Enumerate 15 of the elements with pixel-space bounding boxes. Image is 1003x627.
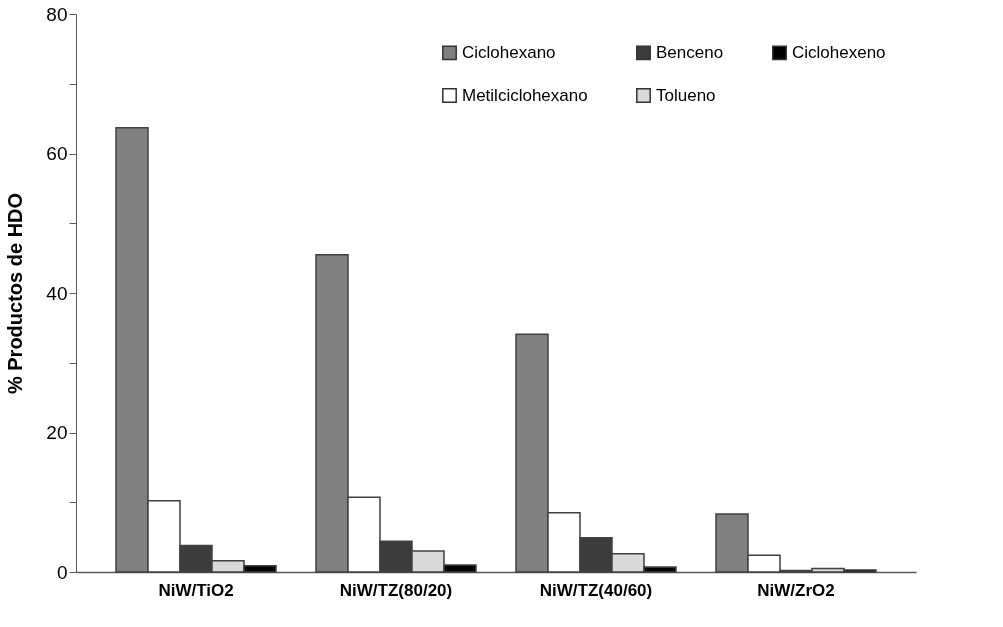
y-tick-label: 60 bbox=[46, 143, 68, 164]
x-tick-label: NiW/ZrO2 bbox=[757, 580, 835, 600]
y-tick-label: 0 bbox=[56, 561, 68, 583]
y-axis-title: % Productos de HDO bbox=[4, 192, 27, 395]
y-tick-label: 80 bbox=[46, 3, 68, 25]
legend-label: Metilciclohexano bbox=[462, 85, 588, 105]
y-tick-label: 20 bbox=[46, 422, 68, 443]
legend-label: Tolueno bbox=[656, 85, 716, 105]
x-tick-label: NiW/TZ(80/20) bbox=[339, 580, 453, 600]
legend-label: Ciclohexeno bbox=[792, 42, 886, 62]
legend-label: Ciclohexano bbox=[462, 42, 556, 62]
x-tick-label: NiW/TZ(40/60) bbox=[539, 580, 653, 600]
x-tick-label: NiW/TiO2 bbox=[158, 580, 234, 600]
legend-label: Benceno bbox=[656, 42, 724, 62]
y-tick-label: 40 bbox=[46, 282, 68, 304]
